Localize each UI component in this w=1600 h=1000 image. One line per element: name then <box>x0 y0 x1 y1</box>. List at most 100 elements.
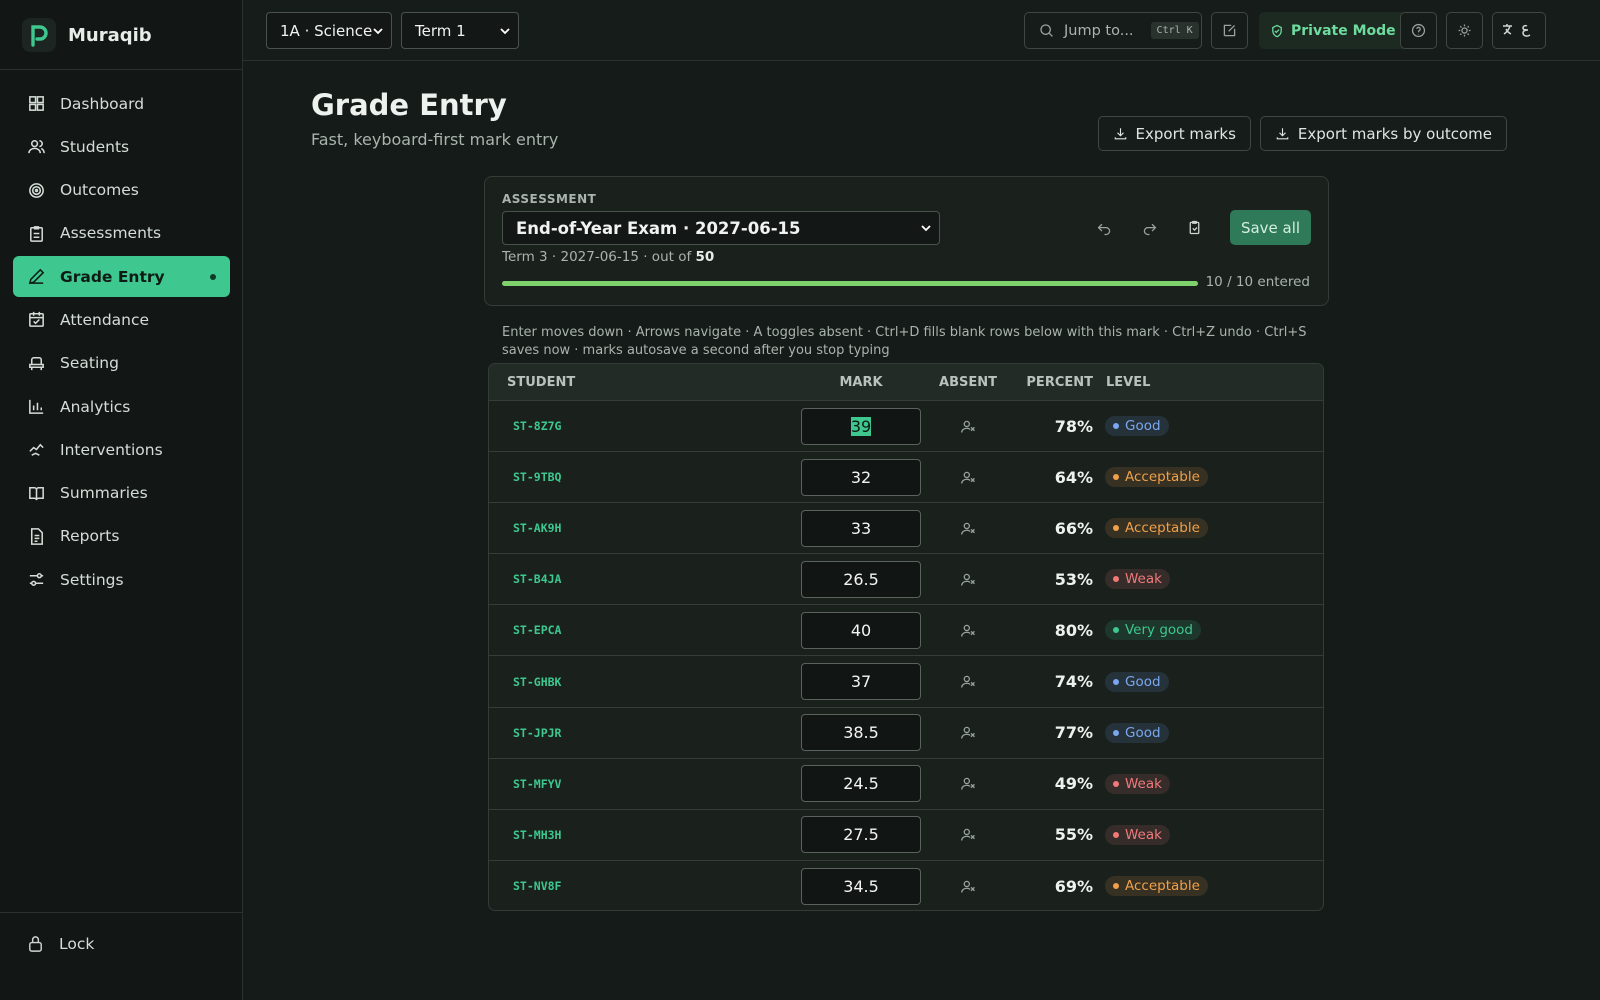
percent: 66% <box>1054 518 1093 538</box>
table-row: ST-MH3H 27.5 55% Weak <box>489 810 1323 861</box>
nav-icon <box>28 268 45 285</box>
redo-button[interactable] <box>1141 220 1158 237</box>
search[interactable]: Jump to... Ctrl K <box>1024 12 1202 49</box>
nav-icon <box>30 225 43 242</box>
student-id: ST-GHBK <box>513 674 562 689</box>
level-cell: Weak <box>1105 810 1170 860</box>
nav-item[interactable]: Settings <box>13 559 230 600</box>
mark-input[interactable]: 33 <box>801 509 921 547</box>
student-cell: ST-GHBK <box>513 656 561 706</box>
mark-input[interactable]: 37 <box>801 663 921 701</box>
nav-item[interactable]: Analytics <box>13 386 230 427</box>
download-icon <box>1276 128 1289 140</box>
nav-label: Summaries <box>60 484 148 503</box>
class-select[interactable]: 1A · Science <box>266 12 392 49</box>
private-mode-label: Private Mode <box>1291 22 1396 39</box>
level-badge: Weak <box>1105 824 1170 845</box>
mark-value: 37 <box>850 672 872 692</box>
student-id: ST-EPCA <box>513 623 562 638</box>
column-header: MARK <box>839 374 883 390</box>
mark-input[interactable]: 38.5 <box>801 714 921 752</box>
nav-icon <box>28 140 45 154</box>
level-dot <box>1113 780 1119 787</box>
nav-item[interactable]: Grade Entry <box>13 256 230 298</box>
table-row: ST-EPCA 40 80% Very good <box>489 605 1323 657</box>
level-badge: Very good <box>1105 620 1201 641</box>
mark-input[interactable]: 24.5 <box>801 765 921 803</box>
student-cell: ST-9TBQ <box>513 452 561 502</box>
nav-item[interactable]: Outcomes <box>13 170 230 211</box>
nav-label: Analytics <box>60 397 131 416</box>
nav-label: Assessments <box>60 224 162 243</box>
help-button[interactable] <box>1400 12 1437 49</box>
absent-toggle[interactable] <box>960 622 977 639</box>
mark-value: 27.5 <box>843 825 879 845</box>
assessment-meta: Term 3 · 2027-06-15 · out of 50 <box>502 249 714 265</box>
nav-item[interactable]: Summaries <box>13 473 230 514</box>
percent: 78% <box>1054 416 1093 436</box>
column-header: STUDENT <box>507 374 576 390</box>
nav-item[interactable]: Attendance <box>13 299 230 340</box>
percent: 69% <box>1054 876 1093 896</box>
level-dot <box>1113 678 1119 685</box>
level-badge: Weak <box>1105 773 1170 794</box>
percent: 80% <box>1054 620 1093 640</box>
mark-input[interactable]: 27.5 <box>801 816 921 854</box>
mark-input[interactable]: 34.5 <box>801 867 921 905</box>
lock-button[interactable]: Lock <box>26 934 94 953</box>
meta-text: Term 3 · 2027-06-15 · out of <box>502 249 692 265</box>
absent-toggle[interactable] <box>960 775 977 792</box>
level-badge: Acceptable <box>1105 518 1208 539</box>
percent: 49% <box>1054 774 1093 794</box>
mark-cell: 38.5 <box>801 708 921 758</box>
save-all[interactable]: Save all <box>1230 210 1311 245</box>
table-header: STUDENT MARK ABSENT PERCENT LEVEL <box>489 364 1323 401</box>
nav-item[interactable]: Interventions <box>13 429 230 470</box>
nav-label: Seating <box>60 354 119 373</box>
progress-bar <box>502 281 1198 286</box>
level-dot <box>1113 729 1119 736</box>
mark-cell: 24.5 <box>801 759 921 809</box>
nav-item[interactable]: Dashboard <box>13 83 230 124</box>
level-label: Good <box>1125 673 1161 690</box>
save-all-label: Save all <box>1240 218 1301 237</box>
level-label: Weak <box>1125 826 1162 843</box>
out-of: 50 <box>695 249 715 265</box>
absent-toggle[interactable] <box>960 878 977 895</box>
absent-cell <box>929 554 1007 604</box>
absent-toggle[interactable] <box>960 826 977 843</box>
undo-button[interactable] <box>1096 220 1113 237</box>
paste-button[interactable] <box>1186 219 1203 236</box>
private-mode[interactable]: Private Mode <box>1259 12 1407 49</box>
absent-toggle[interactable] <box>960 673 977 690</box>
notes-button[interactable] <box>1211 12 1248 49</box>
level-cell: Acceptable <box>1105 861 1208 910</box>
absent-toggle[interactable] <box>960 520 977 537</box>
mark-input[interactable]: 32 <box>801 458 921 496</box>
export-label: Export marks <box>1135 124 1236 143</box>
mark-input[interactable]: 39 <box>801 407 921 445</box>
export-button[interactable]: Export marks by outcome <box>1259 116 1507 151</box>
level-label: Acceptable <box>1125 878 1200 895</box>
absent-toggle[interactable] <box>960 469 977 486</box>
level-label: Weak <box>1125 571 1162 588</box>
mark-input[interactable]: 26.5 <box>801 560 921 598</box>
level-label: Good <box>1125 418 1161 435</box>
mark-cell: 32 <box>801 452 921 502</box>
term-select[interactable]: Term 1 <box>401 12 519 49</box>
assessment-select[interactable]: End-of-Year Exam · 2027-06-15 <box>502 211 940 245</box>
absent-toggle[interactable] <box>960 724 977 741</box>
mark-cell: 27.5 <box>801 810 921 860</box>
absent-toggle[interactable] <box>960 571 977 588</box>
nav-item[interactable]: Students <box>13 126 230 167</box>
nav-item[interactable]: Reports <box>13 516 230 557</box>
percent-cell: 49% <box>1009 759 1093 809</box>
nav-item[interactable]: Assessments <box>13 213 230 254</box>
theme-button[interactable] <box>1446 12 1483 49</box>
absent-toggle[interactable] <box>960 418 977 435</box>
total: 10 <box>1235 274 1254 290</box>
nav-item[interactable]: Seating <box>13 343 230 384</box>
mark-input[interactable]: 40 <box>801 611 921 649</box>
language-button[interactable] <box>1492 12 1546 49</box>
export-button[interactable]: Export marks <box>1097 116 1251 151</box>
